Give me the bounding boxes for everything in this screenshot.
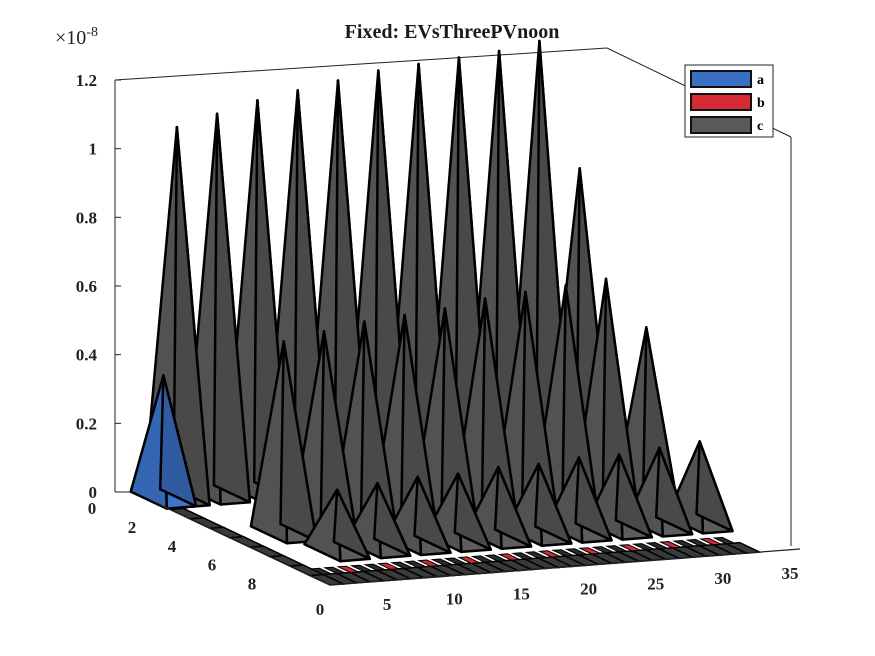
y-tick-label: 6	[208, 556, 217, 575]
z-tick-label: 0.2	[76, 414, 97, 433]
x-tick-label: 5	[383, 595, 392, 614]
floor-bar-b	[685, 538, 710, 547]
bar-face-right	[413, 475, 452, 554]
floor-bar-b	[430, 558, 455, 566]
floor-bar-b	[349, 564, 374, 572]
y-tick-label: 4	[168, 537, 177, 556]
x-tick-label: 10	[446, 590, 463, 609]
bar-face-right	[534, 462, 573, 545]
z-tick-label: 0.4	[76, 346, 98, 365]
y-tick-label: 0	[88, 499, 97, 518]
legend-item-c: c	[690, 116, 763, 134]
legend-item-a: a	[690, 70, 764, 88]
bar-c	[625, 446, 694, 538]
x-tick-label: 35	[782, 564, 799, 583]
floor-bar-b	[672, 539, 697, 548]
floor-bar-b	[658, 540, 683, 549]
z-tick-label: 0	[89, 483, 98, 502]
floor-bar-b	[497, 553, 522, 561]
floor-bar-b	[551, 549, 576, 557]
bar-face-right	[654, 446, 694, 536]
x-tick-label: 20	[580, 579, 597, 598]
bar-face-right	[279, 340, 318, 543]
floor-bar-b	[390, 561, 415, 569]
bar-c	[370, 313, 439, 536]
x-tick-label: 30	[714, 569, 731, 588]
floor-bar-b	[631, 543, 656, 551]
legend-swatch-c	[690, 116, 752, 134]
bar-face-right	[332, 488, 372, 561]
chart-title: Fixed: EVsThreePVnoon	[345, 21, 560, 43]
x-tick-label: 0	[316, 600, 325, 619]
floor-bar-b	[484, 554, 509, 562]
legend: a b c	[684, 64, 774, 138]
floor-bar-b	[336, 565, 361, 574]
floor-bar-b	[470, 555, 495, 563]
bar-c	[303, 488, 372, 563]
y-tick-label: 8	[248, 575, 257, 594]
z-tick-label: 0.8	[76, 208, 97, 227]
bar-face-right	[574, 456, 613, 542]
floor-bar-b	[524, 551, 549, 559]
axis-lines	[149, 499, 801, 586]
bars-group	[129, 39, 734, 563]
floor-bar-b	[578, 547, 603, 555]
floor-bar-b	[376, 562, 401, 570]
floor-bar-b	[322, 566, 347, 575]
z-tick-label: 1.2	[76, 71, 97, 90]
bar-c	[504, 462, 573, 547]
bar-c	[343, 481, 412, 560]
legend-label-b: b	[757, 96, 765, 111]
legend-swatch-b	[690, 93, 752, 111]
floor-bar-b	[510, 552, 535, 560]
bar-a	[129, 374, 198, 510]
legend-swatch-a	[690, 70, 752, 88]
floor-bar-b	[443, 557, 468, 565]
z-tick-label: 1	[89, 140, 98, 159]
x-tick-label: 15	[513, 585, 530, 604]
floor-bar-b	[537, 550, 562, 558]
bar-face-right	[453, 472, 493, 551]
floor-bar-b	[564, 548, 589, 556]
floor-bar-b	[309, 567, 334, 576]
floor-bar-b	[618, 544, 643, 552]
bar-face-right	[372, 481, 412, 558]
bar-face-right	[695, 440, 734, 533]
bar-c	[544, 456, 613, 544]
legend-label-c: c	[757, 119, 763, 134]
bar-face-right	[493, 465, 533, 548]
floor-bar-b	[416, 559, 441, 567]
tick-labels: 0 0.2 0.4 0.6 0.8 1 1.2 0 2 4 6 8 0 5 10 15 20 25 30 35	[76, 71, 799, 619]
bar-c	[249, 340, 318, 545]
bar-c	[491, 290, 560, 527]
floor-bar-b	[712, 536, 737, 545]
y-tick-label: 2	[128, 518, 137, 537]
bar-face-right	[158, 374, 198, 508]
bar-c	[464, 465, 533, 551]
bar-face-right	[614, 453, 654, 539]
floor-bar-b	[698, 537, 723, 546]
z-tick-label: 0.6	[76, 277, 97, 296]
bar-face-right	[212, 112, 252, 504]
x-tick-label: 25	[647, 574, 664, 593]
z-multiplier: ×10-8	[55, 25, 98, 49]
floor-bar-b	[591, 546, 616, 554]
floor-bar-b	[457, 556, 482, 564]
legend-item-b: b	[690, 93, 765, 111]
floor-bar-b	[363, 563, 388, 571]
floor-bar-b	[604, 545, 629, 553]
bar-c	[571, 277, 641, 520]
floor-bar-b	[645, 541, 670, 550]
floor-bar-b	[403, 560, 428, 568]
legend-label-a: a	[757, 73, 764, 88]
